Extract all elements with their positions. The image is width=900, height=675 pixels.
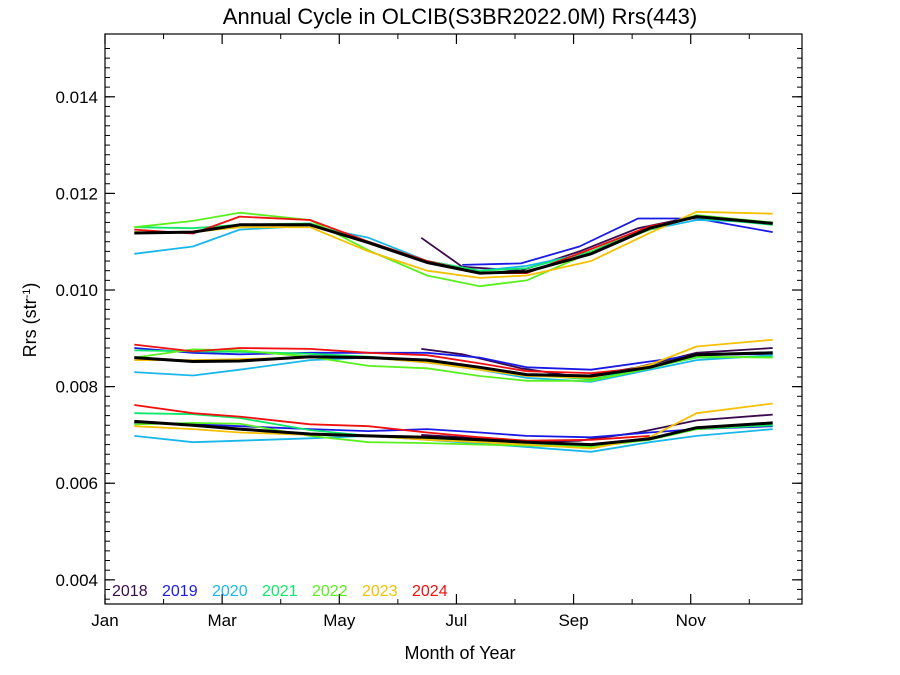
series-line-middle	[134, 343, 650, 375]
y-axis-label: Rrs (str-1)	[20, 283, 40, 358]
legend-entry-2024: 2024	[412, 583, 448, 600]
legend-entry-2021: 2021	[262, 583, 298, 600]
x-tick-label: Sep	[558, 611, 588, 630]
series-line-middle	[134, 347, 773, 371]
y-tick-label: 0.014	[55, 88, 98, 107]
y-tick-label: 0.006	[55, 474, 98, 493]
series-line-lower	[134, 404, 650, 442]
x-axis-label: Month of Year	[404, 643, 515, 663]
series-layer	[134, 210, 773, 453]
y-axis-label-sup: -1	[21, 289, 33, 299]
series-line-upper	[134, 210, 773, 279]
mean-line-upper	[134, 215, 773, 275]
y-axis-label-end: )	[20, 283, 40, 289]
series-line-middle	[134, 338, 773, 379]
y-tick-label: 0.008	[55, 378, 98, 397]
mean-line-lower	[134, 419, 773, 447]
chart-title: Annual Cycle in OLCIB(S3BR2022.0M) Rrs(4…	[223, 4, 697, 29]
legend-entry-2023: 2023	[362, 583, 398, 600]
x-tick-label: Jan	[91, 611, 118, 630]
legend-entry-2018: 2018	[112, 583, 148, 600]
y-axis-label-main: Rrs (str	[20, 298, 40, 357]
mean-line-middle	[134, 351, 773, 378]
legend: 2018 2019 2020 2021 2022 2023 2024	[112, 583, 448, 600]
y-tick-label: 0.012	[55, 184, 98, 203]
y-axis: 0.004 0.006 0.008 0.010 0.012 0.014	[55, 47, 802, 600]
x-tick-label: Jul	[446, 611, 468, 630]
series-line-lower	[134, 422, 773, 439]
x-tick-label: May	[323, 611, 356, 630]
x-axis: Jan Mar May Jul Sep Nov	[91, 34, 750, 630]
legend-entry-2019: 2019	[162, 583, 198, 600]
legend-entry-2022: 2022	[312, 583, 348, 600]
series-line-lower	[134, 402, 773, 450]
y-tick-label: 0.010	[55, 281, 98, 300]
y-tick-label: 0.004	[55, 571, 98, 590]
x-tick-label: Mar	[208, 611, 238, 630]
legend-entry-2020: 2020	[212, 583, 248, 600]
series-line-upper	[420, 215, 773, 272]
x-tick-label: Nov	[676, 611, 707, 630]
plot-frame	[104, 33, 803, 605]
